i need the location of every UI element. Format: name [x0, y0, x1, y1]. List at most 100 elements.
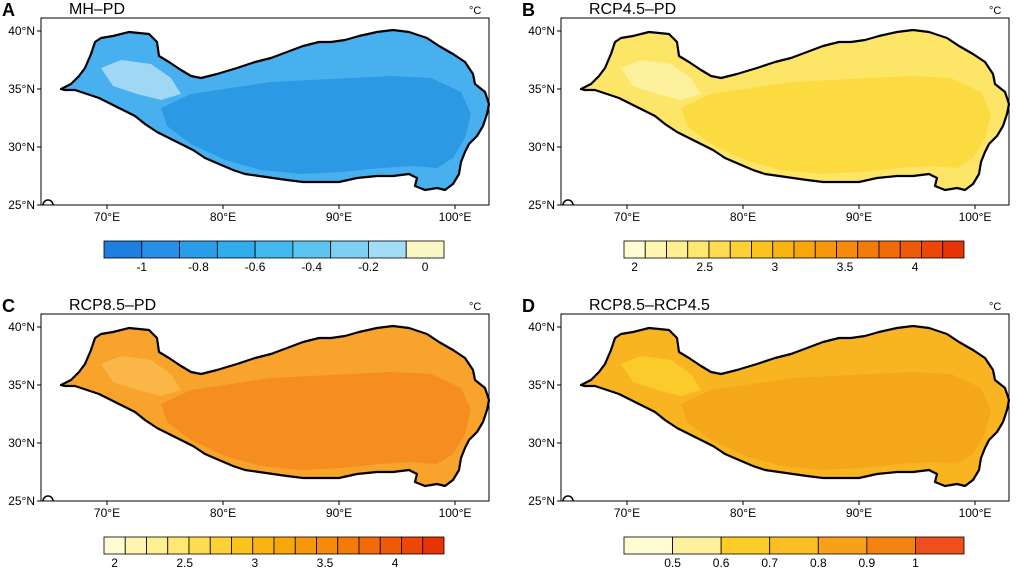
colorbar-bin: [188, 536, 211, 555]
region-outline: [579, 28, 1011, 192]
colorbar-label: 4: [912, 260, 919, 274]
lat-label: 35°N: [8, 82, 35, 96]
colorbar-bin: [942, 240, 965, 259]
lon-label: 80°E: [730, 210, 756, 224]
panel-letter: C: [2, 296, 15, 316]
lat-label: 25°N: [528, 198, 555, 212]
lon-label: 70°E: [614, 506, 640, 520]
lon-label: 70°E: [94, 210, 120, 224]
colorbar-bin: [103, 240, 143, 259]
colorbar-bin: [817, 536, 868, 555]
colorbar-bin: [672, 536, 722, 555]
colorbar-bin: [793, 240, 816, 259]
unit-label: °C: [469, 5, 481, 17]
colorbar-bin: [878, 240, 901, 259]
colorbar-label: 2.5: [176, 556, 193, 569]
lon-label: 70°E: [614, 210, 640, 224]
region-detail: [101, 356, 471, 470]
highlight-zone: [101, 60, 181, 100]
panel-title: RCP8.5–PD: [69, 297, 156, 314]
colorbar-bin: [216, 240, 256, 259]
colorbar-label: 3.5: [837, 260, 854, 274]
region-outline: [579, 324, 1011, 488]
colorbar-bin: [814, 240, 837, 259]
colorbar-bin: [623, 536, 673, 555]
inner-zone: [161, 372, 471, 470]
colorbar-label: 0.5: [664, 556, 681, 569]
colorbar-label: 0.6: [713, 556, 730, 569]
lon-label: 80°E: [210, 506, 236, 520]
colorbar-label: 0.8: [810, 556, 827, 569]
lon-label: 90°E: [846, 506, 872, 520]
coast-arc: [562, 199, 574, 206]
highlight-zone: [621, 60, 701, 100]
colorbar-bin: [769, 536, 819, 555]
inner-zone: [161, 76, 471, 174]
colorbar-bin: [368, 240, 407, 259]
inner-zone: [681, 76, 991, 174]
colorbar-bin: [666, 240, 689, 259]
lat-label: 40°N: [528, 320, 555, 334]
colorbar-label: -0.8: [188, 260, 209, 274]
lon-label: 80°E: [730, 506, 756, 520]
colorbar-bin: [167, 536, 190, 555]
colorbar-bin: [179, 240, 218, 259]
lat-label: 30°N: [8, 140, 35, 154]
panel-title: RCP8.5–RCP4.5: [589, 297, 710, 314]
panel-letter: D: [522, 296, 535, 316]
colorbar-bin: [772, 240, 795, 259]
lon-label: 70°E: [94, 506, 120, 520]
coast-arc: [42, 495, 54, 502]
lat-label: 25°N: [528, 494, 555, 508]
colorbar-bin: [708, 240, 731, 259]
lon-label: 100°E: [959, 210, 992, 224]
lon-label: 90°E: [326, 506, 352, 520]
colorbar-label: -1: [136, 260, 147, 274]
colorbar-bin: [857, 240, 880, 259]
colorbar-bin: [751, 240, 774, 259]
lon-label: 100°E: [439, 506, 472, 520]
colorbar-label: 3.5: [317, 556, 334, 569]
panel-letter: B: [522, 0, 535, 20]
panel-title: MH–PD: [69, 1, 125, 18]
colorbar-bin: [209, 536, 232, 555]
colorbar-bin: [254, 240, 294, 259]
lat-label: 35°N: [8, 378, 35, 392]
colorbar-bin: [623, 240, 646, 259]
colorbar-label: 0: [422, 260, 429, 274]
lat-label: 40°N: [8, 320, 35, 334]
colorbar-label: 4: [392, 556, 399, 569]
colorbar-bin: [401, 536, 424, 555]
colorbar-bin: [231, 536, 254, 555]
highlight-zone: [621, 356, 701, 396]
colorbar-bin: [292, 240, 332, 259]
colorbar-bin: [921, 240, 944, 259]
lat-label: 40°N: [528, 24, 555, 38]
map-panel-d: D RCP8.5–RCP4.5 °C 40°N 35°N 30°N 25°N 70°E 80°E…: [522, 296, 1011, 569]
colorbar-bin: [644, 240, 667, 259]
panel-letter: A: [2, 0, 15, 20]
lon-label: 100°E: [959, 506, 992, 520]
colorbar-bin: [687, 240, 710, 259]
colorbar-label: 2: [111, 556, 118, 569]
lat-label: 40°N: [8, 24, 35, 38]
colorbar-bin: [252, 536, 275, 555]
colorbar-bin: [141, 240, 180, 259]
coast-arc: [562, 495, 574, 502]
lon-label: 100°E: [439, 210, 472, 224]
inner-zone: [681, 372, 991, 470]
region-detail: [621, 356, 991, 470]
colorbar-bin: [729, 240, 752, 259]
colorbar-bin: [379, 536, 402, 555]
colorbar-label: -0.4: [301, 260, 322, 274]
colorbar-bin: [899, 240, 922, 259]
map-panel-a: A MH–PD °C 40°N 35°N 30°N 25°N 70°E 80°E 90°E 100°…: [2, 0, 491, 274]
lat-label: 30°N: [528, 436, 555, 450]
colorbar-label: 0.9: [859, 556, 876, 569]
region-outline: [59, 324, 491, 488]
lat-label: 30°N: [528, 140, 555, 154]
unit-label: °C: [469, 301, 481, 313]
colorbar-label: 3: [772, 260, 779, 274]
colorbar-bin: [720, 536, 771, 555]
lon-label: 80°E: [210, 210, 236, 224]
